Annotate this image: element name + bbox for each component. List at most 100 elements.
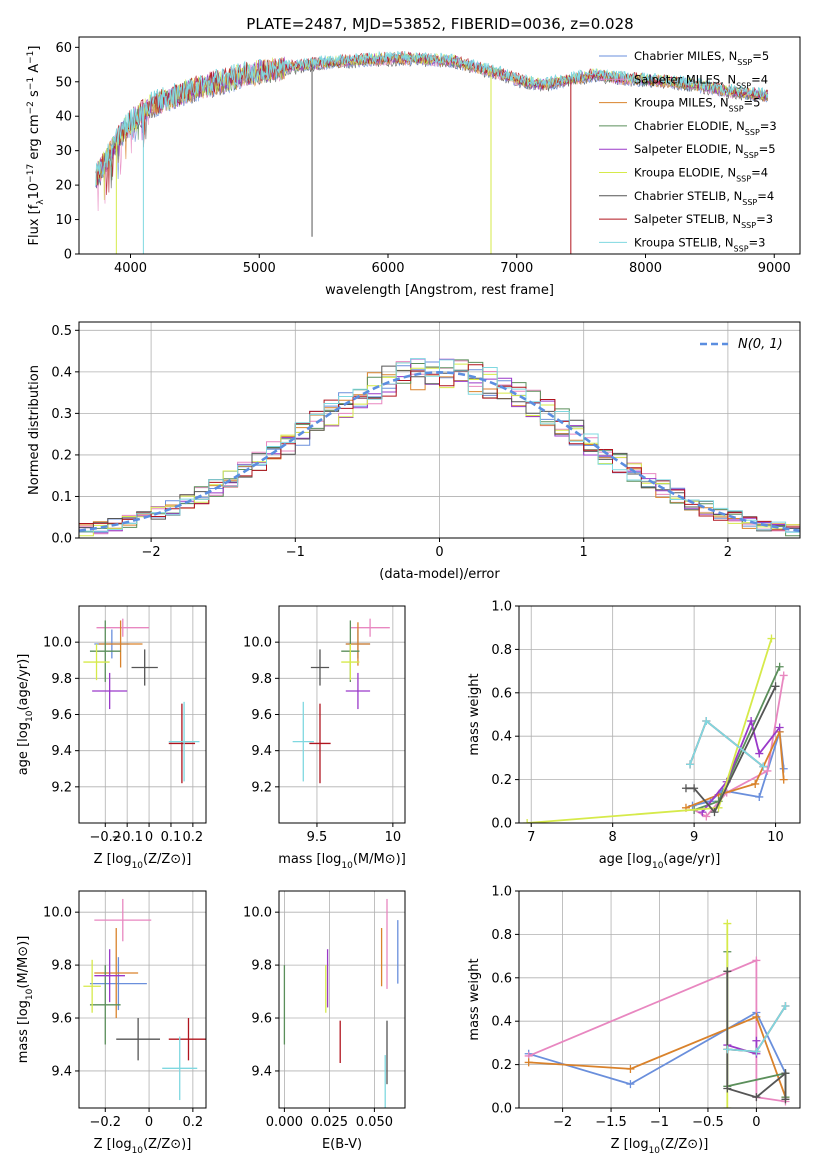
errorbar-point <box>94 949 125 1003</box>
weight-vs-age-panel: 7 8 9 10 0.0 0.2 0.4 0.6 0.8 1.0 mass weight age [l… <box>467 600 801 871</box>
x-tick-label: 7000 <box>500 261 533 276</box>
axes-frame <box>518 605 801 824</box>
series-line <box>527 638 773 823</box>
errorbar-point <box>168 1018 206 1061</box>
y-tick-label: 9.4 <box>251 1064 272 1079</box>
y-tick-label: 0.2 <box>491 1058 512 1073</box>
x-tick-label: 8 <box>609 830 617 845</box>
series-marker <box>723 1084 732 1093</box>
y-axis-label: Flux [fλ10−17 erg cm−2 s−1 A−1] <box>26 46 46 246</box>
age-vs-mass-panel: 9.5 10 9.2 9.4 9.6 9.8 10.0 mass [log10(M/M⊙)] <box>243 605 406 871</box>
series-marker <box>626 1064 635 1073</box>
series-marker <box>723 1104 732 1108</box>
errorbar-point <box>89 620 121 682</box>
x-tick-label: 10 <box>385 830 402 845</box>
x-tick-label: 0.025 <box>311 1115 348 1130</box>
series-marker <box>723 1045 732 1054</box>
series-marker <box>710 808 719 817</box>
y-tick-label: 40 <box>55 110 72 125</box>
x-tick-label: 4000 <box>114 261 147 276</box>
series-marker <box>775 723 784 732</box>
y-tick-label: 10.0 <box>43 636 72 651</box>
y-tick-label: 9.2 <box>51 780 72 795</box>
series-line <box>528 1011 787 1086</box>
legend-entry: Salpeter MILES, NSSP=4 <box>634 72 768 90</box>
errorbar-point <box>116 1018 161 1061</box>
x-tick-label: 0.1 <box>161 830 182 845</box>
y-tick-label: 10.0 <box>243 636 272 651</box>
x-tick-label: −1.5 <box>595 1115 627 1130</box>
series-marker <box>686 760 695 769</box>
legend-entry: Kroupa ELODIE, NSSP=4 <box>634 166 768 184</box>
errorbar-point <box>162 1036 198 1101</box>
plot-area <box>524 919 790 1108</box>
figure-title: PLATE=2487, MJD=53852, FIBERID=0036, z=0… <box>246 15 633 33</box>
series-marker <box>779 671 788 680</box>
series-marker <box>752 1036 761 1045</box>
series-marker <box>755 749 764 758</box>
mass-vs-z-panel: −0.2 0 0.2 9.4 9.6 9.8 10.0 Z [log10(Z/Z⊙)] mass… <box>16 890 207 1156</box>
x-tick-label: 1 <box>580 545 588 560</box>
y-tick-label: 0.0 <box>51 532 72 547</box>
series-line <box>528 959 786 1103</box>
series-marker <box>781 1095 790 1104</box>
axes-frame <box>518 890 801 1109</box>
x-tick-label: −0.5 <box>692 1115 724 1130</box>
spectrum-legend: Chabrier MILES, NSSP=5 Salpeter MILES, NS… <box>599 49 777 253</box>
errorbar-point <box>345 622 371 666</box>
y-tick-label: 0.0 <box>491 1102 512 1117</box>
series-marker <box>755 792 764 801</box>
y-tick-label: 9.8 <box>251 959 272 974</box>
axes-frame <box>78 605 207 824</box>
errorbar-point <box>168 701 200 782</box>
x-tick-label: −1 <box>650 1115 669 1130</box>
legend-entry: Kroupa STELIB, NSSP=3 <box>634 235 765 253</box>
x-axis-label: E(B-V) <box>322 1137 362 1152</box>
y-tick-label: 60 <box>55 41 72 56</box>
plot-area <box>523 634 788 823</box>
errorbar-point <box>310 649 330 686</box>
x-tick-label: −2 <box>142 545 161 560</box>
series-marker <box>523 819 532 823</box>
y-tick-label: 9.8 <box>251 672 272 687</box>
x-tick-label: 7 <box>527 830 535 845</box>
y-tick-label: 9.6 <box>51 708 72 723</box>
x-tick-label: −2 <box>553 1115 572 1130</box>
x-tick-label: 9 <box>690 830 698 845</box>
y-tick-label: 1.0 <box>491 885 512 900</box>
y-tick-label: 0.3 <box>51 407 72 422</box>
x-axis-label: age [log10(age/yr)] <box>599 852 721 871</box>
series-marker <box>752 1093 761 1102</box>
y-tick-label: 9.2 <box>251 780 272 795</box>
plot-area <box>292 618 390 784</box>
errorbar-point <box>131 649 158 686</box>
axes-frame <box>278 605 406 824</box>
axes-frame <box>78 36 801 255</box>
spectrum-line <box>95 50 769 187</box>
series-line <box>528 1015 787 1098</box>
y-tick-label: 9.8 <box>51 672 72 687</box>
legend-entry: Chabrier MILES, NSSP=5 <box>634 49 769 67</box>
y-tick-label: 0 <box>64 248 72 263</box>
series-marker <box>626 1080 635 1089</box>
series-marker <box>779 775 788 784</box>
series-marker <box>781 1069 790 1078</box>
y-axis-label: Normed distribution <box>27 365 42 495</box>
x-tick-label: 0 <box>752 1115 760 1130</box>
x-tick-label: −0.2 <box>89 830 121 845</box>
y-tick-label: 0.4 <box>491 730 512 745</box>
series-marker <box>752 956 761 965</box>
y-tick-label: 30 <box>55 144 72 159</box>
plot-area <box>83 898 206 1101</box>
plot-area <box>83 618 200 784</box>
errorbar-point <box>345 672 371 710</box>
series-marker <box>775 662 784 671</box>
y-axis-label: mass weight <box>467 958 482 1040</box>
errorbar-point <box>83 643 110 681</box>
x-tick-label: 0 <box>435 545 443 560</box>
legend-entry: N(0, 1) <box>738 337 783 352</box>
y-axis-label: age [log10(age/yr)] <box>16 654 35 776</box>
x-tick-label: 6000 <box>371 261 404 276</box>
legend-entry: Salpeter ELODIE, NSSP=5 <box>634 142 776 160</box>
